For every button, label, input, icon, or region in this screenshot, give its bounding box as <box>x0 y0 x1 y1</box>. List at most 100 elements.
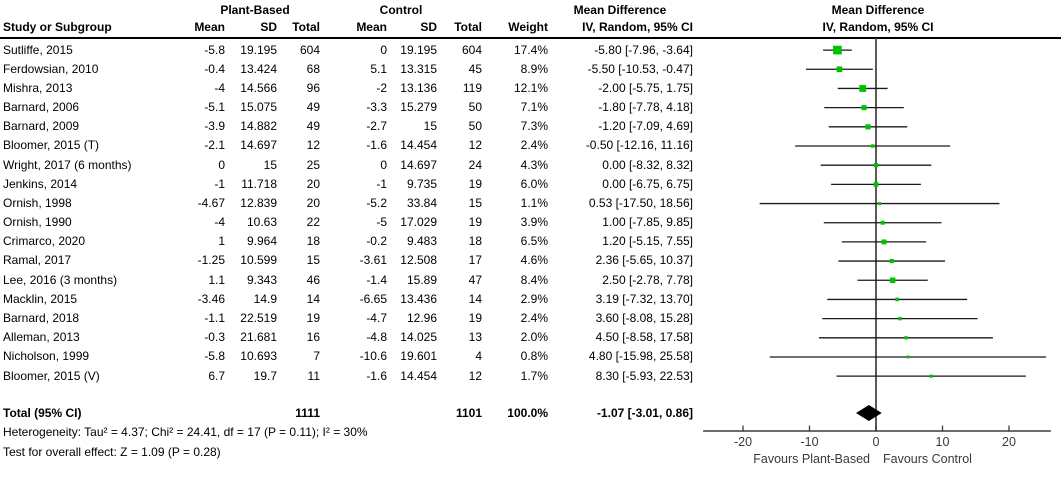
cell-plant-total: 11 <box>307 368 320 383</box>
group-header-mean-difference-text: Mean Difference <box>573 3 667 17</box>
cell-weight: 7.1% <box>520 100 548 115</box>
cell-control-mean: -1.6 <box>366 368 387 383</box>
cell-weight: 3.9% <box>520 215 548 230</box>
effect-marker <box>873 182 879 187</box>
cell-plant-mean: -5.8 <box>204 42 225 57</box>
cell-ci-text: 8.30 [-5.93, 22.53] <box>595 368 693 383</box>
cell-plant-total: 16 <box>306 330 320 345</box>
cell-weight: 12.1% <box>513 80 548 95</box>
cell-control-sd: 14.454 <box>400 138 437 153</box>
group-header-control: Control <box>379 3 423 17</box>
cell-weight: 7.3% <box>520 119 548 134</box>
total-row: Total (95% CI) 1111 1101 100.0% -1.07 [-… <box>0 404 700 423</box>
cell-study: Mishra, 2013 <box>3 80 73 95</box>
cell-study: Ramal, 2017 <box>3 253 72 268</box>
cell-ci-text: 1.00 [-7.85, 9.85] <box>602 215 693 230</box>
cell-study: Ferdowsian, 2010 <box>3 61 99 76</box>
table-row: Jenkins, 2014 -1 11.718 20 -1 9.735 19 6.0% 0.00… <box>0 175 700 194</box>
cell-weight: 6.5% <box>520 234 548 249</box>
cell-weight: 6.0% <box>520 176 548 191</box>
cell-plant-total: 25 <box>306 157 320 172</box>
cell-control-total: 119 <box>462 80 482 95</box>
cell-plant-sd: 10.63 <box>246 215 277 230</box>
cell-plant-mean: -1.1 <box>204 311 225 326</box>
cell-ci-text: 3.19 [-7.32, 13.70] <box>595 291 693 306</box>
table-row: Ornish, 1990 -4 10.63 22 -5 17.029 19 3.9% 1.00 … <box>0 213 700 232</box>
cell-plant-mean: -2.1 <box>204 138 225 153</box>
cell-control-sd: 12.508 <box>400 253 437 268</box>
cell-control-mean: -0.2 <box>366 234 387 249</box>
cell-ci-text: -1.80 [-7.78, 4.18] <box>598 100 693 115</box>
plot-header-iv-ci: IV, Random, 95% CI <box>822 20 934 34</box>
cell-plant-total: 20 <box>306 176 320 191</box>
forest-plot: -20 -10 0 10 20 Favours Plant-Based Favours Co… <box>703 38 1051 466</box>
cell-control-mean: -2 <box>376 80 387 95</box>
tick-label: -20 <box>734 435 752 449</box>
cell-plant-total: 49 <box>306 100 320 115</box>
cell-control-sd: 13.315 <box>400 61 437 76</box>
effect-marker <box>870 144 875 148</box>
cell-control-mean: -3.3 <box>366 100 387 115</box>
cell-weight: 0.8% <box>520 349 548 364</box>
cell-ci-text: -0.50 [-12.16, 11.16] <box>585 138 693 153</box>
cell-control-mean: -1.6 <box>366 138 387 153</box>
cell-plant-mean: 0 <box>218 157 225 172</box>
plot-header-mean-difference: Mean Difference <box>831 3 925 17</box>
cell-control-mean: 0 <box>380 42 387 57</box>
cell-plant-sd: 15 <box>263 157 277 172</box>
cell-plant-total: 68 <box>306 61 320 76</box>
favours-right-label: Favours Control <box>883 452 972 466</box>
cell-weight: 4.6% <box>520 253 548 268</box>
cell-control-sd: 12.96 <box>406 311 437 326</box>
cell-plant-sd: 10.599 <box>240 253 277 268</box>
cell-ci-text: 0.00 [-6.75, 6.75] <box>602 176 693 191</box>
table-row: Ferdowsian, 2010 -0.4 13.424 68 5.1 13.315 45 8… <box>0 60 700 79</box>
cell-control-sd: 9.483 <box>406 234 437 249</box>
favours-left-label: Favours Plant-Based <box>753 452 870 466</box>
total-ci: -1.07 [-3.01, 0.86] <box>596 406 693 420</box>
cell-weight: 2.9% <box>520 291 548 306</box>
cell-study: Jenkins, 2014 <box>3 176 78 191</box>
table-row: Barnard, 2006 -5.1 15.075 49 -3.3 15.279 50 7.1… <box>0 98 700 117</box>
table-row: Sutliffe, 2015 -5.8 19.195 604 0 19.195 604 17.… <box>0 41 700 60</box>
cell-plant-mean: -4.67 <box>197 195 225 210</box>
cell-plant-mean: -5.1 <box>204 100 225 115</box>
cell-plant-sd: 15.075 <box>240 100 277 115</box>
cell-weight: 8.4% <box>520 272 548 287</box>
column-header-mean-control: Mean <box>356 20 387 34</box>
cell-control-mean: -2.7 <box>366 119 387 134</box>
column-header-iv-ci-text: IV, Random, 95% CI <box>582 20 693 34</box>
cell-plant-mean: -1 <box>214 176 225 191</box>
cell-control-total: 50 <box>468 119 482 134</box>
cell-plant-sd: 11.718 <box>241 176 277 191</box>
effect-marker <box>889 277 896 284</box>
cell-weight: 17.4% <box>513 42 548 57</box>
cell-plant-mean: -0.4 <box>204 61 225 76</box>
table-row: Lee, 2016 (3 months) 1.1 9.343 46 -1.4 15.89 4… <box>0 271 700 290</box>
cell-plant-total: 96 <box>306 80 320 95</box>
table-row: Barnard, 2018 -1.1 22.519 19 -4.7 12.96 19 2.4%… <box>0 309 700 328</box>
effect-marker <box>881 239 887 245</box>
cell-control-total: 18 <box>468 234 482 249</box>
effect-marker <box>861 105 867 111</box>
effect-marker <box>929 374 933 378</box>
cell-ci-text: -2.00 [-5.75, 1.75] <box>598 80 693 95</box>
table-row: Ramal, 2017 -1.25 10.599 15 -3.61 12.508 17 4.6… <box>0 251 700 270</box>
cell-plant-total: 18 <box>306 234 320 249</box>
tick-label: 0 <box>873 435 880 449</box>
cell-plant-total: 22 <box>306 215 320 230</box>
cell-study: Bloomer, 2015 (V) <box>3 368 100 383</box>
cell-control-mean: 0 <box>380 157 387 172</box>
cell-control-total: 4 <box>475 349 482 364</box>
cell-control-sd: 9.735 <box>406 176 437 191</box>
effect-marker <box>880 220 885 225</box>
column-header-mean-plant: Mean <box>194 20 225 34</box>
cell-plant-sd: 10.693 <box>240 349 277 364</box>
tick-label: 10 <box>936 435 950 449</box>
cell-control-mean: -5.2 <box>366 195 387 210</box>
cell-plant-total: 46 <box>306 272 320 287</box>
cell-ci-text: -5.50 [-10.53, -0.47] <box>587 61 693 76</box>
effect-marker <box>898 316 902 321</box>
cell-control-total: 19 <box>468 215 482 230</box>
